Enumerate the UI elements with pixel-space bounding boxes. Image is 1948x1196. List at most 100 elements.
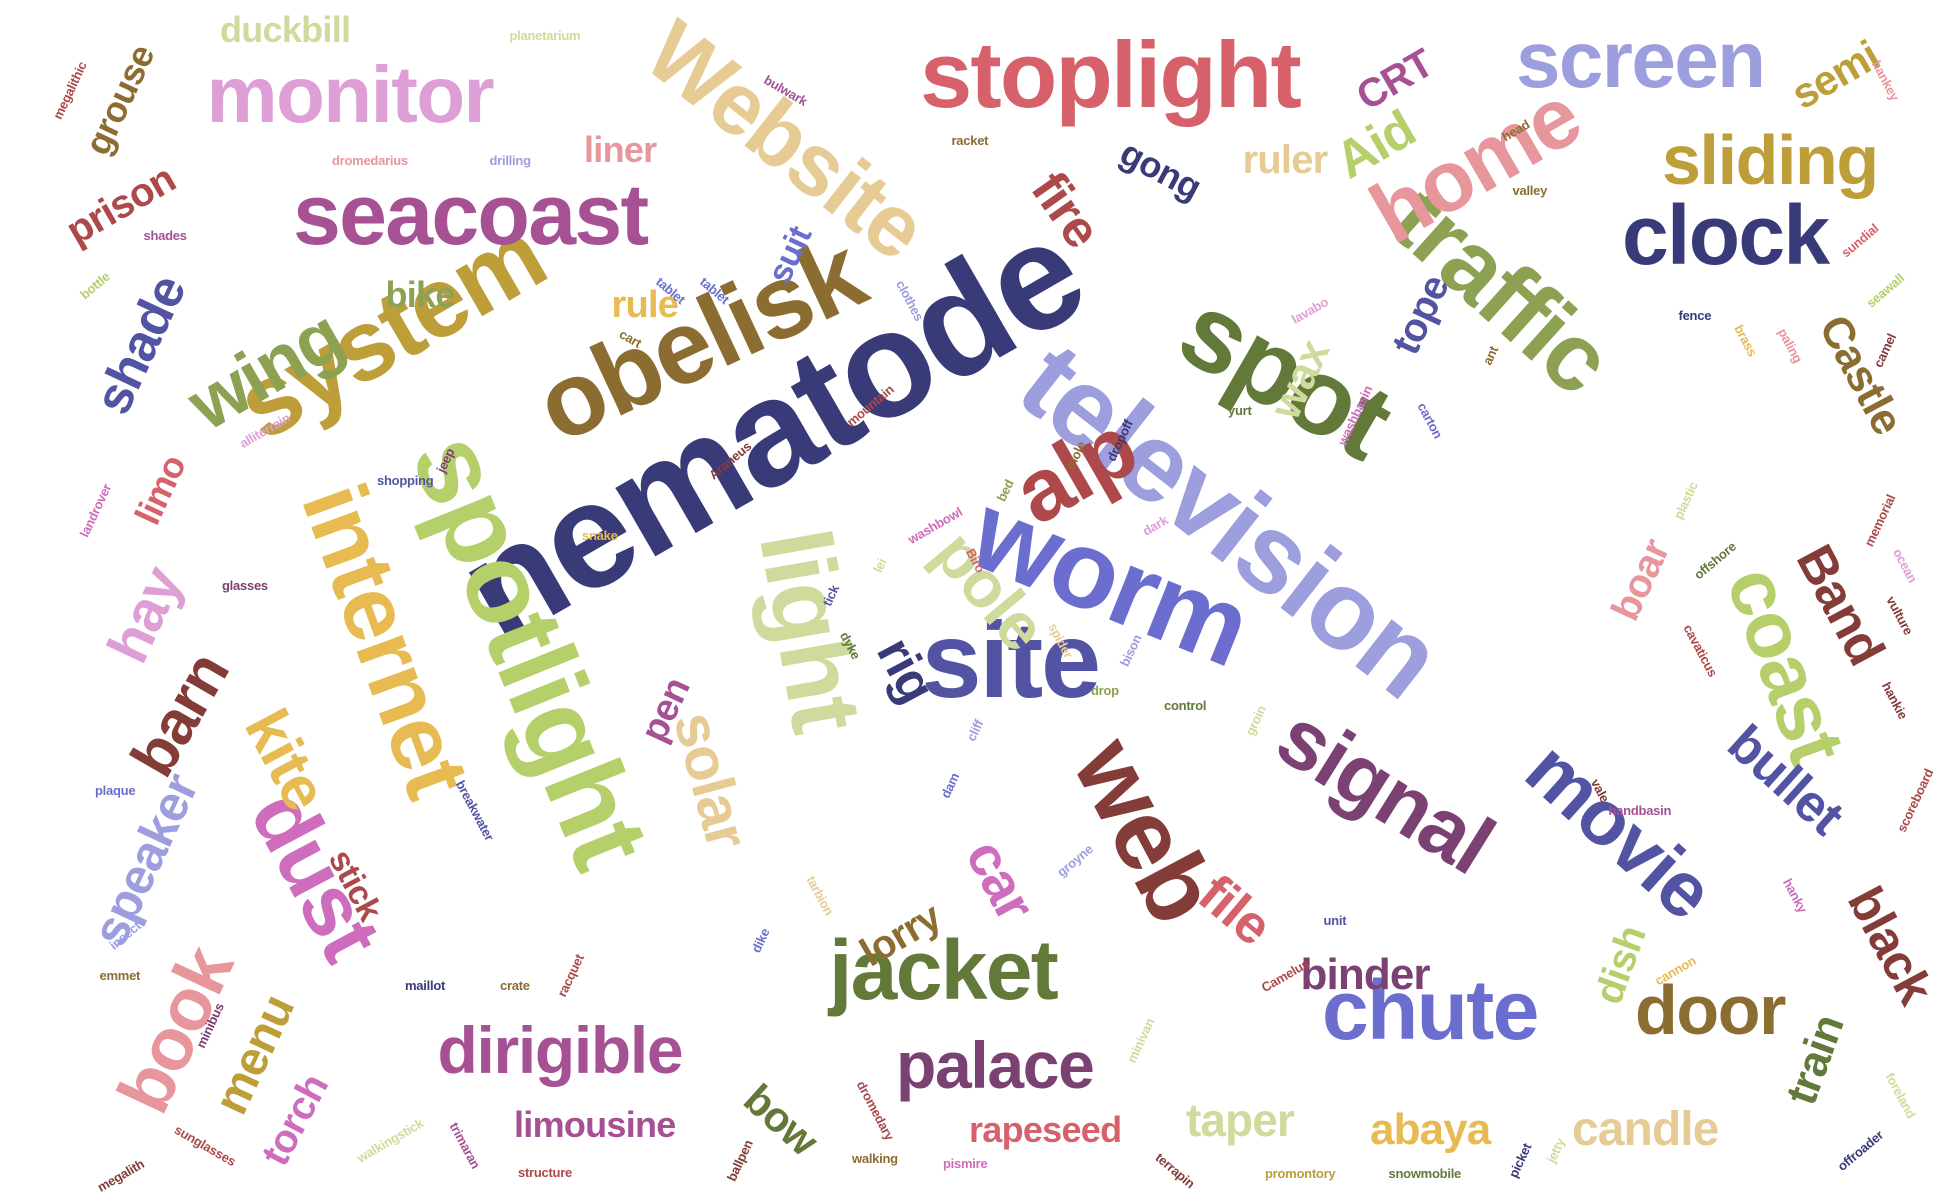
word-seacoast: seacoast bbox=[293, 167, 649, 263]
word-grouse: grouse bbox=[76, 38, 163, 161]
word-dromedarius: dromedarius bbox=[332, 152, 408, 168]
word-planetarium: planetarium bbox=[509, 27, 581, 43]
word-emmet: emmet bbox=[99, 967, 141, 983]
word-shade: shade bbox=[83, 266, 197, 424]
word-terrapin: terrapin bbox=[1152, 1149, 1198, 1191]
word-lei: lei bbox=[870, 555, 890, 575]
word-candle: candle bbox=[1572, 1103, 1719, 1156]
word-unit: unit bbox=[1323, 912, 1347, 928]
word-hankie: hankie bbox=[1878, 678, 1911, 722]
word-structure: structure bbox=[518, 1164, 573, 1180]
word-limo: limo bbox=[126, 448, 194, 531]
word-yurt: yurt bbox=[1228, 402, 1252, 418]
word-landrover: landrover bbox=[76, 481, 114, 539]
word-sliding: sliding bbox=[1662, 121, 1879, 199]
word-hankey: hankey bbox=[1868, 57, 1902, 103]
word-binder: binder bbox=[1300, 950, 1431, 999]
word-foreland: foreland bbox=[1881, 1069, 1919, 1121]
word-snake: snake bbox=[582, 527, 618, 543]
word-bike: bike bbox=[385, 274, 456, 315]
word-fence: fence bbox=[1678, 307, 1712, 323]
word-megalithic: megalithic bbox=[50, 58, 90, 122]
word-groyne: groyne bbox=[1054, 840, 1096, 880]
word-bottle: bottle bbox=[77, 268, 113, 302]
word-offshore: offshore bbox=[1691, 538, 1739, 582]
word-ruler: ruler bbox=[1242, 138, 1329, 182]
word-ocean: ocean bbox=[1890, 545, 1921, 585]
word-jetty: jetty bbox=[1543, 1135, 1568, 1165]
word-car: car bbox=[953, 829, 1048, 931]
word-duckbill: duckbill bbox=[220, 9, 351, 50]
word-sunglasses: sunglasses bbox=[171, 1121, 239, 1169]
word-crate: crate bbox=[500, 977, 530, 993]
word-scoreboard: scoreboard bbox=[1893, 765, 1937, 835]
word-light: light bbox=[737, 521, 883, 739]
word-seawall: seawall bbox=[1863, 269, 1908, 311]
word-ant: ant bbox=[1479, 343, 1501, 367]
word-promontory: promontory bbox=[1265, 1165, 1336, 1181]
word-clock: clock bbox=[1622, 188, 1830, 282]
word-racket: racket bbox=[951, 132, 989, 148]
word-tope: tope bbox=[1383, 268, 1458, 362]
word-megalith: megalith bbox=[94, 1155, 147, 1195]
word-gong: gong bbox=[1113, 131, 1208, 208]
word-hanky: hanky bbox=[1780, 875, 1811, 915]
word-movie: movie bbox=[1509, 724, 1731, 936]
word-shades: shades bbox=[143, 227, 188, 243]
word-brass: brass bbox=[1730, 321, 1760, 359]
word-semi: semi bbox=[1783, 31, 1887, 119]
word-site: site bbox=[921, 599, 1102, 720]
word-chute: chute bbox=[1322, 963, 1539, 1057]
word-liner: liner bbox=[584, 129, 657, 170]
word-door: door bbox=[1635, 971, 1786, 1049]
word-paling: paling bbox=[1774, 325, 1806, 365]
word-tarbion: tarbion bbox=[803, 872, 837, 918]
word-plaque: plaque bbox=[95, 782, 136, 798]
word-shopping: shopping bbox=[377, 472, 434, 488]
word-vulture: vulture bbox=[1883, 593, 1917, 637]
word-walkingstick: walkingstick bbox=[354, 1114, 426, 1166]
word-boar: boar bbox=[1602, 532, 1678, 628]
word-control: control bbox=[1164, 697, 1207, 713]
word-glasses: glasses bbox=[222, 577, 268, 593]
word-snowmobile: snowmobile bbox=[1388, 1165, 1462, 1181]
word-castle: Castle bbox=[1808, 307, 1912, 443]
word-limousine: limousine bbox=[514, 1104, 676, 1145]
word-stoplight: stoplight bbox=[920, 22, 1302, 127]
word-black: black bbox=[1836, 877, 1944, 1013]
word-handbasin: handbasin bbox=[1608, 802, 1672, 818]
word-dirigible: dirigible bbox=[437, 1013, 684, 1087]
word-plastic: plastic bbox=[1670, 478, 1701, 522]
word-drilling: drilling bbox=[489, 152, 532, 168]
word-groin: groin bbox=[1241, 702, 1269, 738]
word-offroader: offroader bbox=[1834, 1126, 1886, 1174]
word-walking: walking bbox=[852, 1150, 898, 1166]
word-drop: drop bbox=[1091, 682, 1119, 698]
word-dike: dike bbox=[747, 925, 773, 955]
word-cavaticus: cavaticus bbox=[1679, 621, 1720, 679]
word-breakwater: breakwater bbox=[452, 777, 498, 843]
word-screen: screen bbox=[1516, 15, 1766, 104]
word-carton: carton bbox=[1414, 399, 1446, 441]
word-dam: dam bbox=[937, 770, 963, 800]
word-rule: rule bbox=[611, 284, 679, 326]
word-jacket: jacket bbox=[829, 923, 1059, 1017]
word-palace: palace bbox=[896, 1028, 1095, 1102]
word-picket: picket bbox=[1505, 1140, 1535, 1180]
word-rapeseed: rapeseed bbox=[969, 1109, 1122, 1150]
word-signal: signal bbox=[1261, 688, 1509, 892]
word-racquet: racquet bbox=[553, 951, 587, 999]
word-camel: camel bbox=[1870, 330, 1900, 370]
word-valley: valley bbox=[1512, 182, 1548, 198]
word-taper: taper bbox=[1186, 1094, 1295, 1146]
word-maillot: maillot bbox=[405, 977, 446, 993]
word-train: train bbox=[1775, 1008, 1854, 1111]
word-cliff: cliff bbox=[963, 716, 987, 744]
word-abaya: abaya bbox=[1370, 1105, 1491, 1154]
word-dromedary: dromedary bbox=[853, 1077, 897, 1143]
word-trimaran: trimaran bbox=[446, 1119, 484, 1171]
word-memorial: memorial bbox=[1861, 491, 1899, 549]
word-ballpen: ballpen bbox=[723, 1137, 756, 1183]
word-pismire: pismire bbox=[943, 1155, 988, 1171]
